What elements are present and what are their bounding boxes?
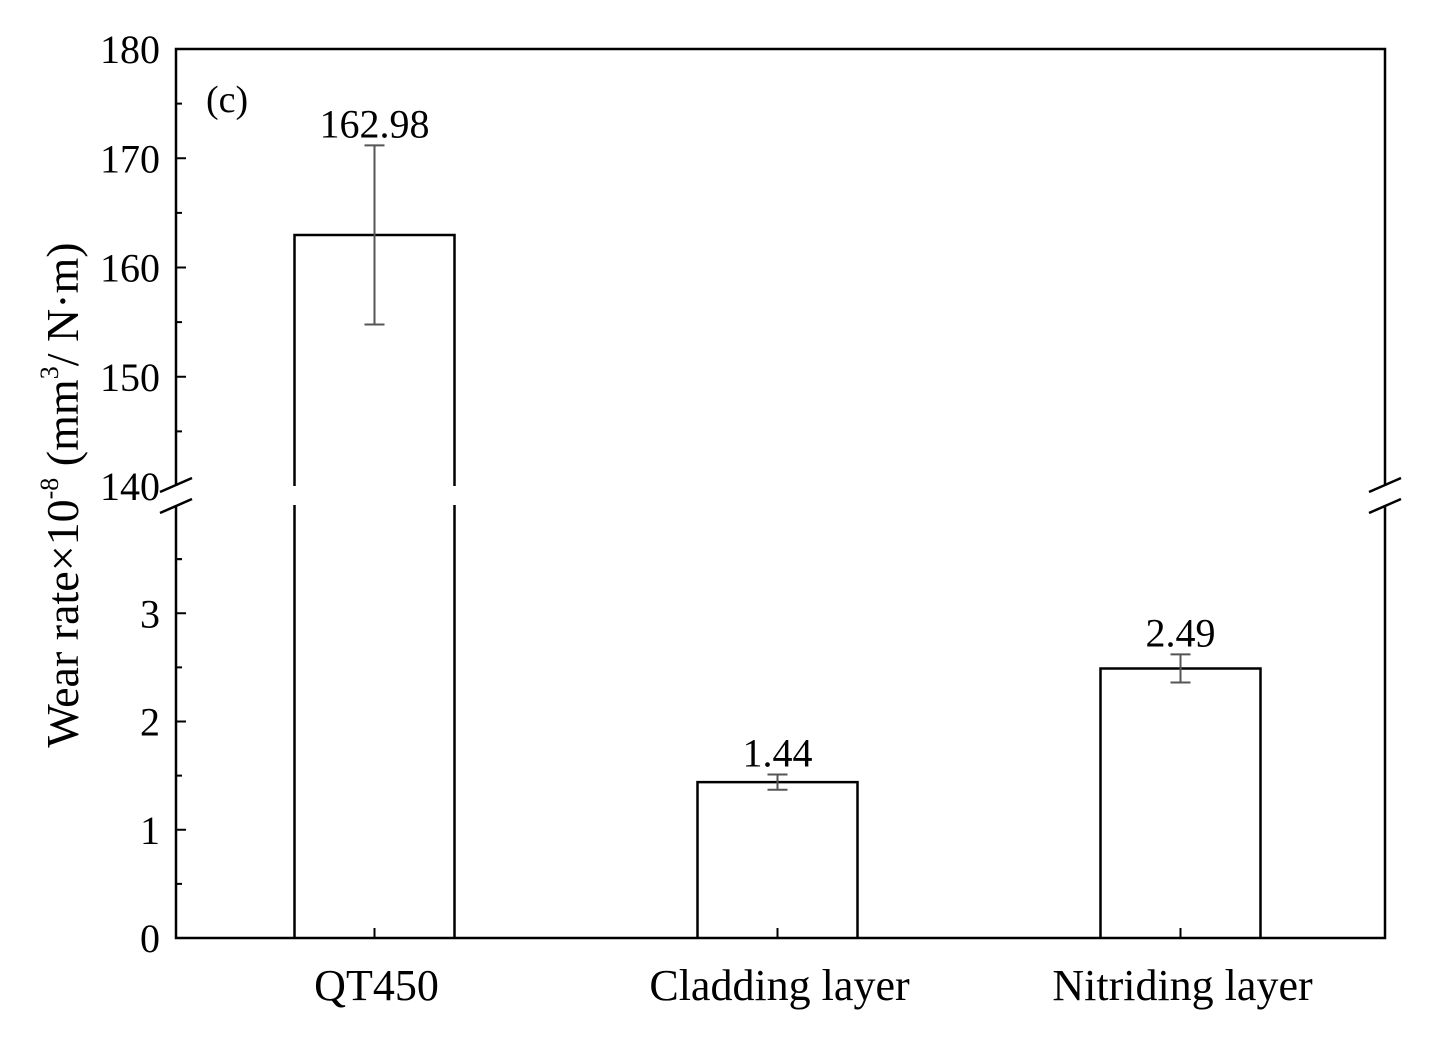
y-tick-label: 160 — [100, 246, 160, 291]
y-tick-label: 1 — [140, 808, 160, 853]
plot-area: 162.98 QT450 1.44 Cladding layer 2.49 Nitridi… — [100, 27, 1402, 1010]
y-tick-label: 0 — [140, 916, 160, 961]
y-tick-label: 140 — [100, 464, 160, 509]
data-label-2: 1.44 — [743, 731, 813, 776]
y-axis-title-exp2: 3 — [35, 366, 64, 379]
y-axis-title-suffix: / N·m) — [37, 242, 88, 366]
y-axis-title-mid: (mm — [37, 379, 88, 478]
data-label-1: 162.98 — [320, 101, 430, 146]
data-label-3: 2.49 — [1146, 610, 1216, 655]
bar-3-fill — [1100, 668, 1261, 938]
y-tick-label: 170 — [100, 136, 160, 181]
bar-1-fill — [294, 234, 455, 939]
y-tick-label: 2 — [140, 700, 160, 745]
y-tick-label: 180 — [100, 27, 160, 72]
error-bar-2 — [767, 773, 788, 791]
y-axis-title-prefix: Wear rate×10 — [37, 499, 88, 747]
panel-label: (c) — [206, 79, 248, 121]
axis-break-right — [1368, 476, 1402, 515]
x-tick-label-1: QT450 — [314, 961, 439, 1010]
y-tick-label: 150 — [100, 355, 160, 400]
y-axis-title-exp1: -8 — [35, 478, 64, 500]
y-axis-title: Wear rate×10-8 (mm3/ N·m) — [35, 242, 88, 747]
error-bar-3 — [1170, 653, 1191, 684]
x-tick-label-3: Nitriding layer — [1052, 961, 1313, 1010]
bar-2-fill — [697, 782, 858, 938]
axis-break-left — [159, 476, 193, 515]
x-tick-label-2: Cladding layer — [649, 961, 910, 1010]
y-tick-label: 3 — [140, 591, 160, 636]
error-bar-1 — [364, 144, 385, 326]
